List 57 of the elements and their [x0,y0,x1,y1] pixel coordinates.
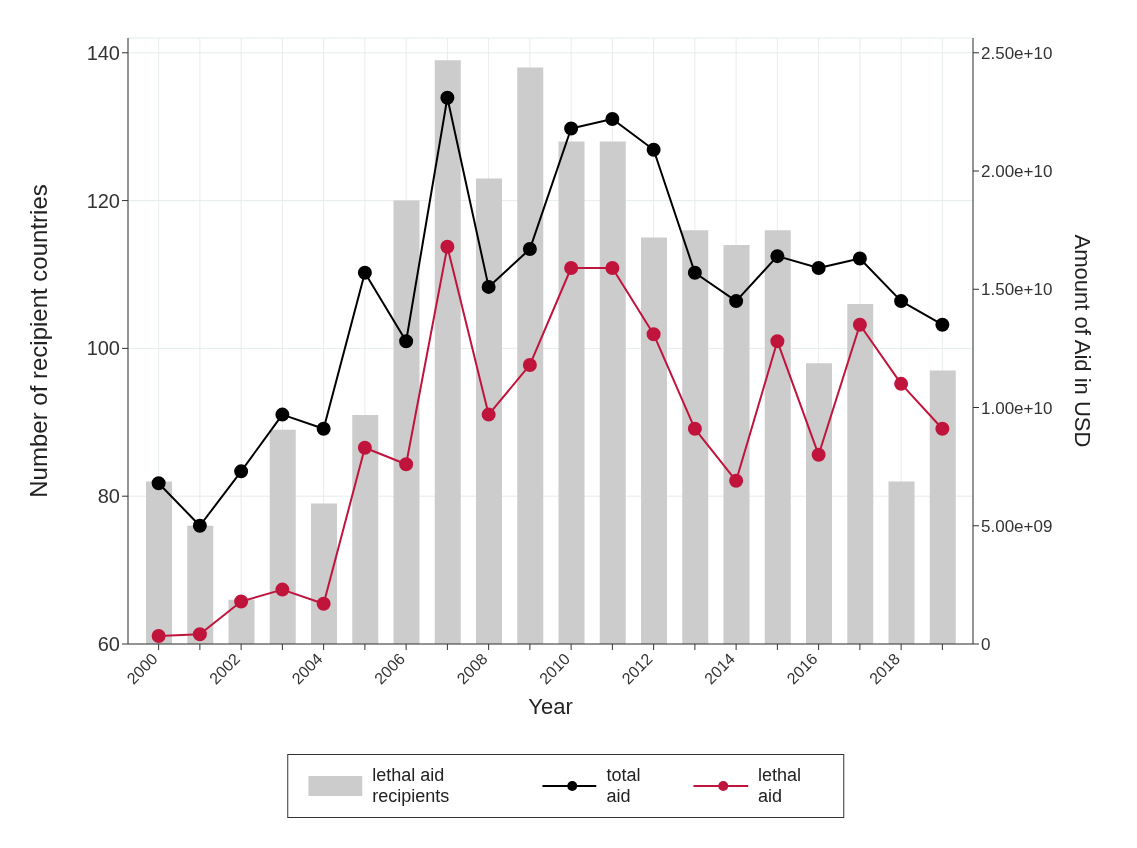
legend-label: total aid [606,765,642,807]
point [399,334,414,349]
y2-tick-label: 1.50e+10 [981,280,1053,300]
point [275,582,290,597]
legend-label: lethal aid [757,765,802,807]
point [564,121,579,136]
y-tick-label: 120 [86,189,120,212]
y2-axis-title: Amount of Aid in USD [1070,234,1096,448]
point [852,251,867,266]
y2-tick-label: 5.00e+09 [981,516,1053,536]
point [275,407,290,422]
point [770,334,785,349]
point [151,628,166,643]
point [234,464,249,479]
point [481,407,496,422]
y2-tick-label: 1.00e+10 [981,398,1053,418]
point [357,440,372,455]
y2-tick-label: 2.50e+10 [981,43,1053,63]
point [935,421,950,436]
point [729,473,744,488]
point [564,260,579,275]
y-tick-label: 100 [86,337,120,360]
y-axis-title: Number of recipient countries [24,184,52,498]
point [440,90,455,105]
point [357,265,372,280]
point [687,421,702,436]
y-tick-label: 60 [97,633,120,656]
point [770,249,785,264]
point [894,294,909,309]
point [852,317,867,332]
point [605,112,620,126]
point [811,447,826,462]
point [687,265,702,280]
point [811,260,826,275]
point [316,596,331,611]
y-tick-label: 140 [86,41,120,64]
x-axis-title: Year [528,694,573,719]
point [729,294,744,309]
y2-tick-label: 2.00e+10 [981,162,1053,182]
y-tick-label: 80 [97,485,120,508]
point [440,239,455,254]
point [399,457,414,472]
legend-label: lethal aid recipients [372,765,451,807]
point [481,279,496,294]
point [646,142,661,157]
point [316,421,331,436]
y2-tick-label: 0 [981,635,991,655]
point [646,327,661,342]
point [894,376,909,391]
point [151,476,166,491]
point [522,242,537,257]
point [605,260,620,275]
point [192,627,207,642]
point [935,317,950,332]
point [192,518,207,533]
point [522,357,537,372]
point [234,594,249,609]
